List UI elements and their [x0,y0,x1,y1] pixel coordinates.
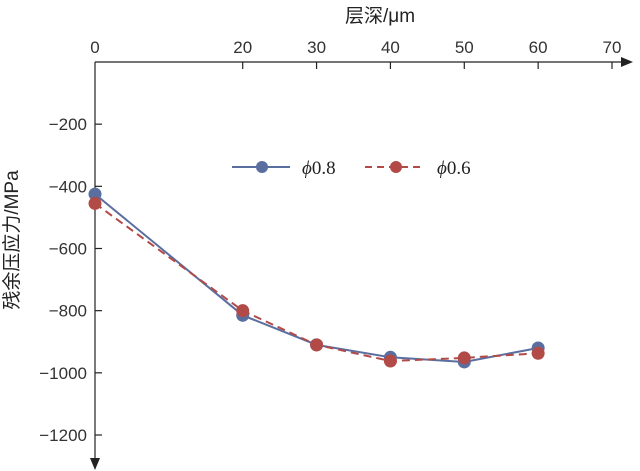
legend-marker-phi08 [256,161,268,173]
x-tick-label-30: 30 [307,38,326,57]
legend-phi06-value: 0.6 [447,158,471,179]
plot-area: 0 20 30 40 50 60 70 −200 −400 −600 −800 −1000 −1200 [39,38,633,470]
data-point-phi08-0 [88,187,102,201]
y-tick-label--1200: −1200 [39,426,87,445]
legend-label-phi08: ϕ0.8 [302,158,336,179]
legend-phi06-symbol: ϕ [437,158,447,179]
x-tick-label-50: 50 [455,38,474,57]
series-line-phi08 [94,193,539,363]
legend-phi08-value: 0.8 [312,158,336,179]
data-point-phi06-50 [457,351,471,365]
data-point-phi06-60 [531,346,545,360]
y-tick-label--200: −200 [49,115,87,134]
x-axis-title: 层深/μm [345,5,415,27]
x-tick-label-20: 20 [233,38,252,57]
data-point-phi06-40 [383,354,397,368]
x-tick-label-70: 70 [603,38,622,57]
legend-marker-phi06 [390,161,402,173]
y-tick-label--1000: −1000 [39,364,87,383]
x-tick-label-0: 0 [90,38,99,57]
x-tick-label-60: 60 [529,38,548,57]
y-axis-arrow [90,458,100,470]
series-line-phi06 [94,202,539,363]
data-point-phi06-30 [310,338,324,352]
x-tick-label-40: 40 [381,38,400,57]
y-axis-title: 残余压应力/MPa [1,170,23,310]
x-axis-arrow [621,57,633,67]
y-tick-label--800: −800 [49,302,87,321]
data-point-phi06-20 [236,304,250,318]
legend-phi08-symbol: ϕ [302,158,312,179]
legend-label-phi06: ϕ0.6 [437,158,471,179]
legend: ϕ0.8 ϕ0.6 [232,158,471,179]
y-tick-label--600: −600 [49,240,87,259]
y-tick-label--400: −400 [49,177,87,196]
data-point-phi06-0 [88,196,102,210]
